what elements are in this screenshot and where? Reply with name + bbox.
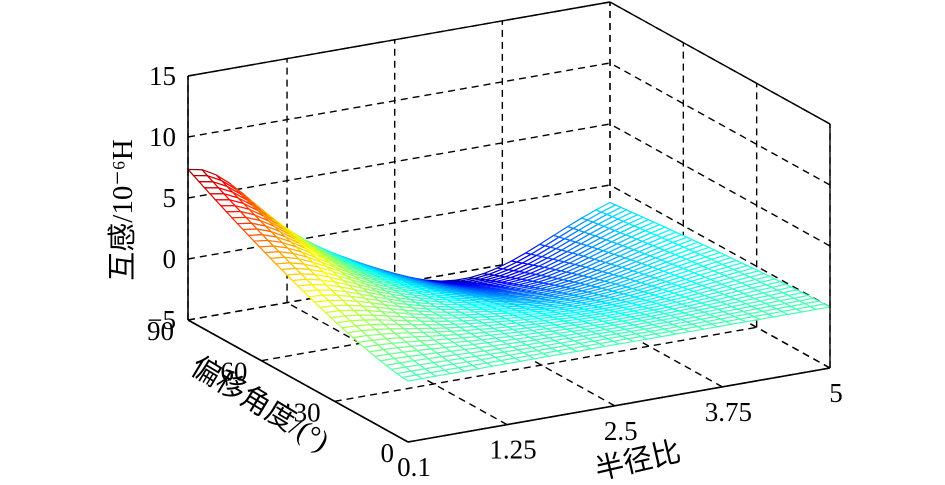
- x-axis-line: [407, 367, 831, 443]
- axis-box: [187, 1, 831, 443]
- tick-labels: 15 10 5 0 −5 0.1 1.25 2.5 3.75 5 0 30 60 90: [147, 61, 843, 482]
- x-tick-label: 0.1: [397, 452, 431, 482]
- surface-mesh: [186, 168, 832, 382]
- x-tick-label: 2.5: [604, 416, 638, 446]
- back-wall-gridline: [187, 123, 611, 199]
- surface-cell: [808, 303, 832, 311]
- y-tick-label: 30: [294, 397, 321, 427]
- y-tick-label: 0: [381, 438, 395, 468]
- z-tick-label: 15: [149, 61, 176, 91]
- y-tick-label: 60: [220, 357, 247, 387]
- y-tick-label: 90: [147, 316, 174, 346]
- grid-lines: [187, 1, 831, 443]
- box-top-back-edge: [187, 1, 611, 77]
- back-wall-gridline: [187, 62, 611, 138]
- z-tick-label: 10: [149, 122, 176, 152]
- side-wall-gridline: [609, 123, 831, 247]
- x-tick-label: 1.25: [489, 435, 536, 465]
- side-wall-gridline: [609, 62, 831, 186]
- z-tick-label: −5: [147, 305, 176, 335]
- box-top-side-edge: [609, 1, 831, 125]
- z-axis-label: 互感/10⁻⁶H: [106, 139, 139, 280]
- z-tick-label: 0: [163, 244, 177, 274]
- x-tick-label: 5: [829, 378, 843, 408]
- x-tick-label: 3.75: [705, 397, 752, 427]
- z-tick-label: 5: [163, 183, 177, 213]
- y-axis-line: [187, 319, 409, 443]
- side-wall-gridline: [609, 184, 831, 308]
